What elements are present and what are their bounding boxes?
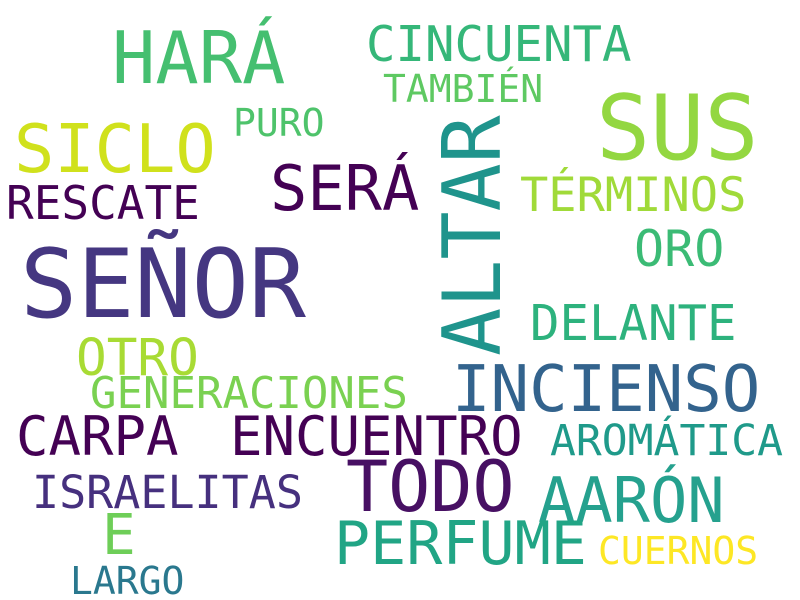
word-oro: ORO (634, 220, 725, 278)
word-otro: OTRO (76, 329, 199, 388)
word-todo: TODO (346, 446, 515, 528)
word-tambien: TAMBIÉN (383, 67, 544, 111)
word-sera: SERÁ (270, 152, 420, 225)
word-e: E (102, 503, 136, 568)
word-perfume: PERFUME (334, 509, 587, 579)
word-rescate: RESCATE (6, 176, 200, 230)
word-israelitas: ISRAELITAS (32, 466, 303, 519)
word-cincuenta: CINCUENTA (366, 16, 632, 73)
word-largo: LARGO (70, 559, 185, 600)
word-cuernos: CUERNOS (598, 529, 759, 573)
word-aromatica: AROMÁTICA (550, 416, 783, 466)
word-incienso: INCIENSO (452, 353, 761, 427)
word-delante: DELANTE (530, 295, 737, 352)
word-encuentro: ENCUENTRO (230, 405, 523, 468)
word-aaron: AARÓN (538, 464, 725, 537)
word-sus: SUS (596, 76, 759, 181)
word-hara: HARÁ (112, 16, 286, 100)
word-generaciones: GENERACIONES (90, 368, 408, 419)
word-altar: ALTAR (426, 115, 519, 356)
word-puro: PURO (233, 101, 325, 145)
word-terminos: TÉRMINOS (520, 168, 747, 223)
word-senor: SEÑOR (20, 230, 306, 340)
word-carpa: CARPA (16, 405, 179, 468)
word-siclo: SICLO (14, 110, 216, 188)
